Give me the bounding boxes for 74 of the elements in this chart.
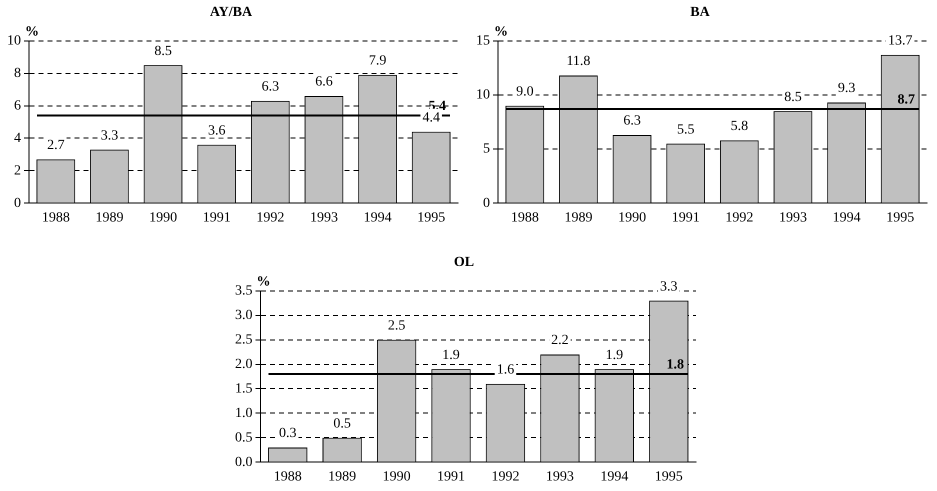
y-tick-label: 1.0 [235, 406, 252, 421]
x-tick-label: 1994 [600, 469, 628, 484]
y-tick-label: 2 [14, 163, 21, 178]
x-tick-label: 1995 [886, 210, 914, 226]
x-tick-label: 1995 [654, 469, 683, 484]
x-tick-label: 1993 [546, 469, 574, 484]
x-tick-label: 1990 [149, 210, 178, 226]
x-tick-label: 1989 [95, 210, 124, 226]
data-label: 3.3 [100, 128, 118, 144]
data-label: 4.4 [422, 110, 440, 126]
ref-line-label: 1.8 [666, 358, 684, 373]
x-tick-label: 1993 [778, 210, 807, 226]
x-tick-label: 1989 [328, 469, 356, 484]
y-axis-title: % [25, 24, 39, 40]
x-tick-label: 1993 [310, 210, 338, 226]
data-label: 8.5 [154, 44, 172, 59]
x-tick-label: 1990 [382, 469, 411, 484]
y-tick-label: 0.0 [235, 454, 252, 470]
y-tick-label: 0.5 [235, 430, 252, 446]
y-tick-label: 8 [14, 66, 21, 81]
x-tick-label: 1991 [202, 210, 231, 226]
y-tick-label: 3.0 [235, 308, 252, 323]
data-label: 1.9 [442, 348, 460, 363]
data-label: 9.3 [838, 81, 856, 96]
data-label: 5.5 [676, 122, 694, 138]
y-tick-label: 5 [483, 142, 490, 157]
data-label: 1.6 [496, 362, 514, 378]
chart-title: BA [690, 5, 711, 20]
y-tick-label: 2.0 [235, 356, 252, 372]
x-tick-label: 1994 [364, 210, 392, 226]
x-tick-label: 1992 [256, 210, 284, 226]
data-label: 7.9 [368, 54, 386, 69]
data-label: 11.8 [566, 54, 590, 70]
y-tick-label: 15 [476, 33, 490, 48]
x-tick-label: 1994 [832, 210, 861, 226]
data-label: 5.8 [730, 119, 748, 134]
y-axis-title: % [494, 24, 508, 40]
y-tick-label: 6 [14, 98, 21, 114]
x-tick-label: 1991 [672, 210, 700, 226]
data-label: 9.0 [516, 84, 534, 100]
y-tick-label: 2.5 [235, 332, 252, 348]
data-label: 6.3 [623, 114, 641, 129]
data-label: 6.6 [315, 74, 333, 90]
data-label: 0.3 [278, 426, 296, 442]
data-label: 8.5 [784, 90, 802, 105]
y-axis-title: % [256, 274, 270, 290]
x-tick-label: 1990 [618, 210, 646, 226]
x-tick-label: 1988 [274, 469, 302, 484]
y-tick-label: 1.5 [235, 381, 252, 396]
data-label: 1.9 [606, 348, 624, 363]
x-tick-label: 1991 [437, 469, 466, 484]
y-tick-label: 10 [476, 88, 490, 103]
data-label: 13.7 [888, 34, 912, 49]
y-tick-label: 10 [7, 33, 21, 48]
data-label: 0.5 [333, 416, 351, 432]
x-tick-label: 1995 [417, 210, 446, 226]
x-tick-label: 1988 [510, 210, 539, 226]
data-label: 3.3 [660, 279, 678, 294]
ref-line-label: 8.7 [898, 92, 915, 108]
y-tick-label: 4 [14, 130, 21, 146]
x-tick-label: 1992 [725, 210, 754, 226]
x-tick-label: 1989 [564, 210, 592, 226]
chart-title: AY/BA [210, 5, 254, 20]
y-tick-label: 0 [483, 196, 490, 211]
y-tick-label: 0 [14, 196, 21, 211]
y-tick-label: 3.5 [235, 283, 252, 298]
x-tick-label: 1992 [491, 469, 520, 484]
data-label: 6.3 [262, 80, 280, 95]
x-tick-label: 1988 [42, 210, 70, 226]
data-label: 3.6 [208, 123, 226, 138]
data-label: 2.2 [551, 333, 569, 348]
data-label: 2.5 [388, 318, 406, 334]
chart-title: OL [454, 255, 474, 270]
data-label: 2.7 [47, 138, 65, 154]
